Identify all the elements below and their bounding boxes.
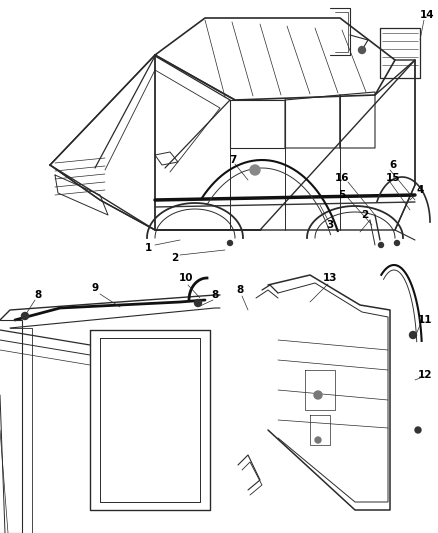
Text: 16: 16 [335, 173, 349, 183]
Text: 13: 13 [323, 273, 337, 283]
Text: 4: 4 [416, 185, 424, 195]
Text: 10: 10 [179, 273, 193, 283]
Circle shape [315, 437, 321, 443]
Text: 1: 1 [145, 243, 152, 253]
Text: 8: 8 [237, 285, 244, 295]
Text: 6: 6 [389, 160, 397, 170]
Circle shape [314, 391, 322, 399]
Text: 2: 2 [361, 210, 369, 220]
Circle shape [378, 243, 384, 247]
Text: 7: 7 [230, 155, 237, 165]
Circle shape [358, 46, 365, 53]
Text: 11: 11 [418, 315, 432, 325]
Text: 9: 9 [92, 283, 99, 293]
Text: 12: 12 [418, 370, 432, 380]
Text: 2: 2 [171, 253, 179, 263]
Circle shape [194, 300, 201, 306]
Circle shape [395, 240, 399, 246]
Text: 14: 14 [420, 10, 434, 20]
Text: 8: 8 [212, 290, 219, 300]
Circle shape [250, 165, 260, 175]
Text: 3: 3 [326, 220, 334, 230]
Circle shape [410, 332, 417, 338]
Circle shape [21, 312, 28, 319]
Text: 5: 5 [339, 190, 346, 200]
Text: 15: 15 [386, 173, 400, 183]
Text: 8: 8 [34, 290, 42, 300]
Circle shape [227, 240, 233, 246]
Circle shape [415, 427, 421, 433]
